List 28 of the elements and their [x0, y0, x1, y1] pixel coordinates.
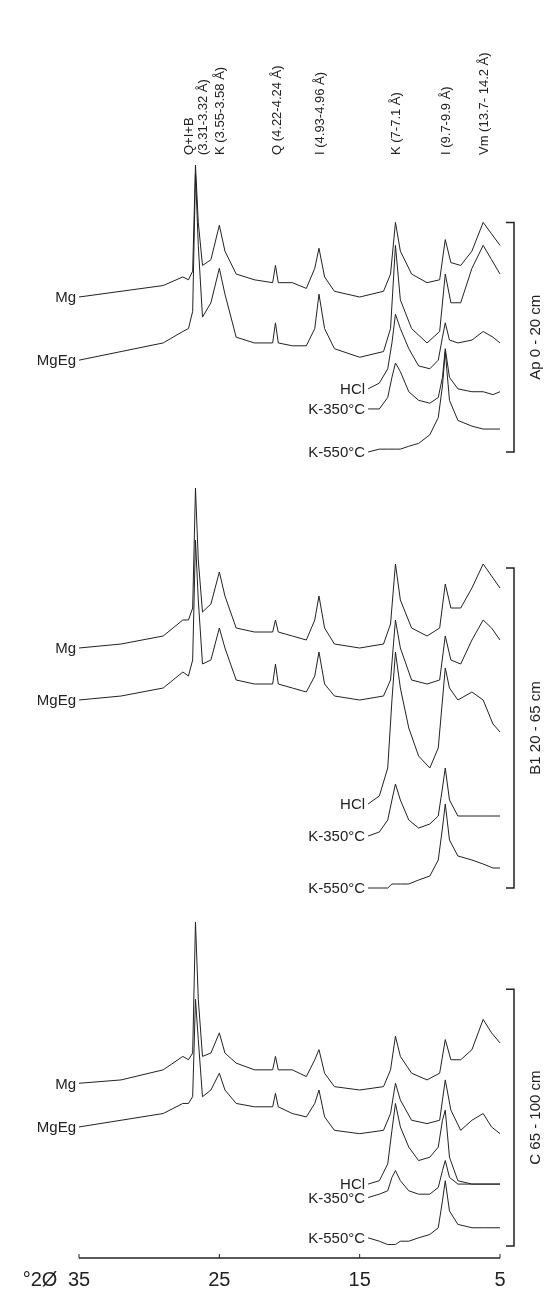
x-tick-label: 5	[494, 1268, 506, 1290]
text: K (7-7.1 Å)	[388, 92, 403, 155]
text: K (3.55-3.58 Å)	[211, 66, 227, 155]
series-label: HCl	[340, 380, 366, 398]
x-tick-label: 25	[208, 1268, 231, 1290]
text: Ap 0 - 20 cm	[526, 294, 544, 380]
series-label: MgEg	[36, 351, 76, 369]
text: I (9.7-9.9 Å)	[437, 86, 453, 155]
series-label: K-550°C	[308, 443, 366, 461]
series-label: MgEg	[36, 1118, 76, 1136]
series-label: HCl	[340, 795, 366, 813]
series-label: Mg	[55, 1074, 76, 1092]
text: I (4.93-4.96 Å)	[311, 71, 327, 155]
text: C 65 - 100 cm	[526, 1070, 544, 1165]
x-tick-label: 35	[67, 1268, 91, 1290]
series-label: K-350°C	[308, 400, 366, 418]
text: Vm (13.7- 14.2 Å)	[475, 52, 491, 155]
series-label: K-350°C	[308, 827, 366, 845]
text: Q (4.22-4.24 Å)	[269, 65, 285, 155]
series-label: K-550°C	[308, 1229, 366, 1247]
series-label: MgEg	[36, 691, 76, 709]
series-label: Mg	[55, 288, 76, 306]
series-label: K-550°C	[308, 879, 366, 897]
series-label: Mg	[55, 639, 76, 657]
x-tick-label: 15	[348, 1268, 371, 1290]
x-axis-title: °2Ø	[22, 1268, 58, 1290]
text: B1 20 - 65 cm	[526, 681, 544, 775]
text: Q+I+B (3.31-3.32 Å)	[180, 79, 211, 155]
